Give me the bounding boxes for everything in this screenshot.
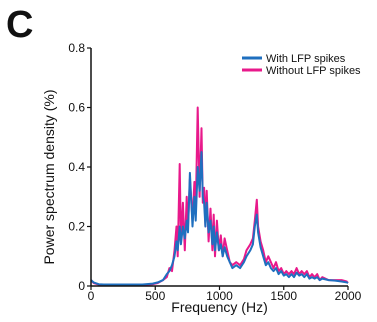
y-tick-label: 0.8 [68,41,85,55]
panel-letter: C [6,4,34,46]
plot-series [90,106,349,286]
legend-label: With LFP spikes [266,53,346,65]
x-tick-label: 1000 [206,289,233,303]
y-tick-label: 0.2 [68,220,85,234]
series-line-with-lfp-spikes [90,151,349,286]
y-tick-label: 0 [78,279,85,293]
y-axis-label: Power spectrum density (%) [41,89,57,264]
x-tick-label: 1500 [270,289,297,303]
x-tick-label: 2000 [335,289,362,303]
x-tick-label: 0 [88,289,95,303]
series-line-without-lfp-spikes [90,106,349,286]
x-tick-label: 500 [145,289,165,303]
x-axis-label: Frequency (Hz) [171,299,267,315]
y-tick-label: 0.4 [68,160,85,174]
x-ticks: 0 500 1000 1500 2000 [88,286,362,303]
y-tick-label: 0.6 [68,101,85,115]
y-ticks: 0 0.2 0.4 0.6 0.8 [68,41,91,293]
legend-label: Without LFP spikes [266,65,361,77]
